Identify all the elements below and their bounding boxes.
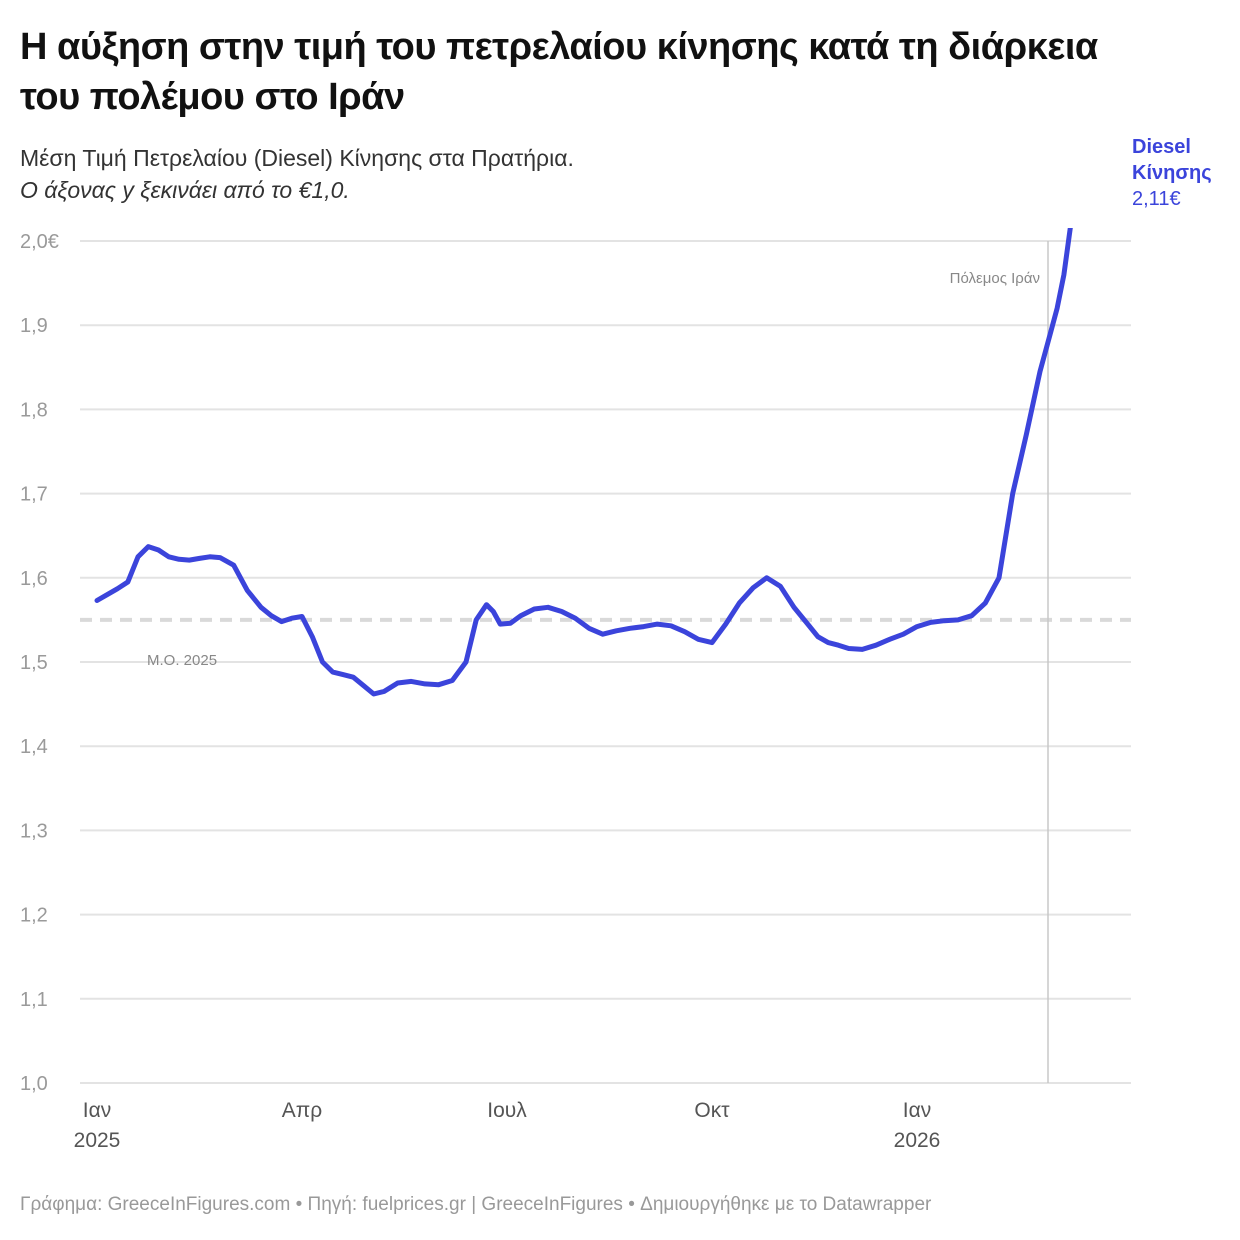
line-chart: 1,0 1,1 1,2 1,3 1,4 1,5 1,6 1,7 1,8 1,9 2,0€ Ιαν 20…: [20, 228, 1131, 1152]
chart-title: Η αύξηση στην τιμή του πετρελαίου κίνηση…: [20, 26, 1098, 118]
footer-credits: Γράφημα: GreeceInFigures.com • Πηγή: fue…: [20, 1194, 932, 1215]
x-axis: Ιαν 2025 Απρ Ιουλ Οκτ Ιαν 2026: [74, 1099, 941, 1152]
y-axis: 1,0 1,1 1,2 1,3 1,4 1,5 1,6 1,7 1,8 1,9 2,0€: [20, 231, 59, 1095]
y-tick-label: 1,7: [20, 484, 48, 506]
series-name-line1: Diesel: [1132, 136, 1191, 158]
diesel-price-line: [94, 228, 1073, 697]
series-label: Diesel Κίνησης 2,11€: [1132, 134, 1212, 212]
y-tick-label: 1,9: [20, 315, 48, 337]
x-tick-label: Ιαν: [903, 1099, 931, 1122]
y-tick-label: 1,0: [20, 1073, 48, 1095]
x-tick-year: 2026: [894, 1129, 941, 1152]
x-tick-label: Ιαν: [83, 1099, 111, 1122]
axis-note: Ο άξονας y ξεκινάει από το €1,0.: [20, 177, 350, 203]
chart-subtitle: Μέση Τιμή Πετρελαίου (Diesel) Κίνησης στ…: [20, 142, 574, 206]
y-tick-label: 1,6: [20, 568, 48, 590]
x-tick-label: Ιουλ: [487, 1099, 527, 1122]
series-name-line2: Κίνησης: [1132, 162, 1212, 184]
y-tick-label: 1,2: [20, 905, 48, 927]
y-tick-label: 2,0€: [20, 231, 59, 253]
y-tick-label: 1,1: [20, 989, 48, 1011]
y-tick-label: 1,3: [20, 820, 48, 842]
event-label: Πόλεμος Ιράν: [950, 270, 1040, 287]
gridlines: [80, 240, 1131, 1084]
y-tick-label: 1,4: [20, 736, 48, 758]
subtitle-text: Μέση Τιμή Πετρελαίου (Diesel) Κίνησης στ…: [20, 145, 574, 171]
x-tick-label: Οκτ: [694, 1099, 730, 1122]
average-label: Μ.Ο. 2025: [147, 652, 217, 669]
y-tick-label: 1,5: [20, 652, 48, 674]
y-tick-label: 1,8: [20, 399, 48, 421]
x-tick-label: Απρ: [282, 1099, 322, 1122]
series-last-value: 2,11€: [1132, 188, 1181, 210]
x-tick-year: 2025: [74, 1129, 121, 1152]
